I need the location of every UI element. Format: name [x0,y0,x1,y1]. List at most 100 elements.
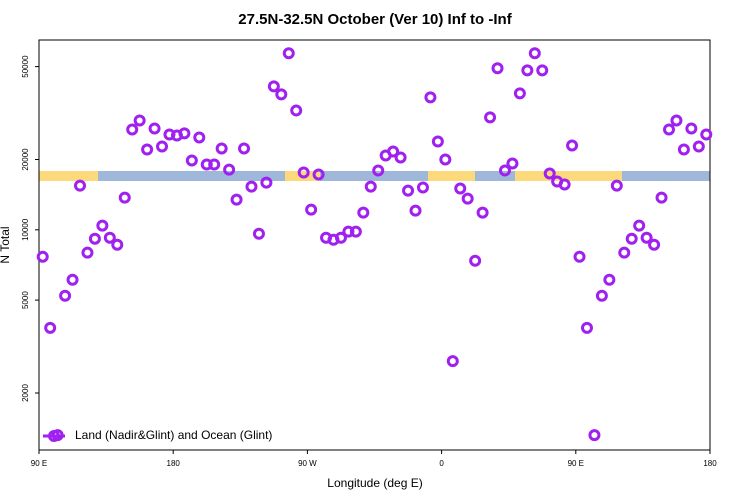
point [662,123,675,136]
point [558,178,571,191]
x-tick-label: 90 E [568,459,584,468]
point [424,91,437,104]
point [364,180,377,193]
point [260,176,273,189]
point [394,151,407,164]
point [640,231,653,244]
legend-label: Land (Nadir&Glint) and Ocean (Glint) [75,428,272,442]
point [342,225,355,238]
point [633,219,646,232]
point [178,127,191,140]
point [491,62,504,75]
point [334,231,347,244]
point [81,246,94,259]
legend-marker [48,430,60,442]
point [103,231,116,244]
y-tick-label: 5000 [21,291,30,309]
point [409,204,422,217]
point [357,206,370,219]
point [148,122,161,135]
point [543,167,556,180]
point [36,250,49,263]
point [446,355,459,368]
point [580,321,593,334]
point [141,143,154,156]
point [692,140,705,153]
x-tick-label: 90 W [298,459,317,468]
point [312,168,325,181]
point [566,139,579,152]
point [252,227,265,240]
y-tick-label: 20000 [21,148,30,171]
point [685,122,698,135]
point [498,164,511,177]
point [118,191,131,204]
point [506,157,519,170]
point [59,289,72,302]
point [476,206,489,219]
point [677,143,690,156]
point [230,193,243,206]
point [670,114,683,127]
point [402,184,415,197]
point [625,232,638,245]
point [595,289,608,302]
point [223,163,236,176]
point [290,104,303,117]
y-axis-label: N Total [0,226,12,263]
point [133,114,146,127]
point [275,88,288,101]
point [208,158,221,171]
point [461,192,474,205]
point [610,179,623,192]
point [484,111,497,124]
point [156,140,169,153]
y-tick-label: 50000 [21,55,30,78]
x-tick-label: 180 [703,459,717,468]
point [200,158,213,171]
point [297,166,310,179]
point [74,179,87,192]
x-axis-label: Longitude (deg E) [327,476,422,490]
point [193,131,206,144]
point [521,64,534,77]
point [618,246,631,259]
point [588,429,601,442]
point [655,191,668,204]
point [513,87,526,100]
point [185,154,198,167]
point [66,273,79,286]
point [126,123,139,136]
point [700,128,713,141]
point [603,273,616,286]
point [387,145,400,158]
point [238,142,251,155]
y-tick-label: 2000 [21,384,30,402]
point [454,182,467,195]
point [44,321,57,334]
point [215,142,228,155]
point [469,254,482,267]
point [416,181,429,194]
point [536,64,549,77]
point [88,232,101,245]
y-tick-label: 10000 [21,218,30,241]
point [431,135,444,148]
point [96,219,109,232]
point [111,238,124,251]
point [245,180,258,193]
point [372,164,385,177]
point [439,153,452,166]
point [349,225,362,238]
point [528,47,541,60]
x-tick-label: 0 [439,459,444,468]
point [305,203,318,216]
x-tick-label: 90 E [31,459,47,468]
chart-title: 27.5N-32.5N October (Ver 10) Inf to -Inf [238,11,512,28]
point [573,250,586,263]
plot-frame [38,39,711,451]
x-tick-label: 180 [167,459,181,468]
point [648,238,661,251]
point [282,47,295,60]
